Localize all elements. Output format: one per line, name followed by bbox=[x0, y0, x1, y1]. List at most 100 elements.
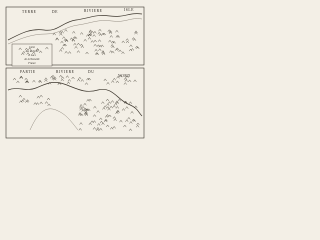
hill bbox=[101, 51, 105, 54]
hill bbox=[88, 122, 92, 125]
hill bbox=[101, 50, 105, 53]
cartouche-line: Carte bbox=[29, 46, 36, 49]
hill bbox=[60, 40, 64, 44]
hill bbox=[24, 77, 28, 81]
hill bbox=[26, 99, 30, 102]
bottom-lake bbox=[29, 108, 79, 131]
hill bbox=[85, 108, 89, 111]
hill bbox=[86, 77, 90, 81]
hill bbox=[63, 43, 67, 47]
hill bbox=[38, 79, 42, 83]
hill bbox=[72, 36, 76, 39]
hill bbox=[116, 35, 120, 38]
hill bbox=[65, 75, 69, 78]
hill bbox=[33, 102, 37, 105]
hill bbox=[134, 105, 138, 108]
hill bbox=[85, 51, 89, 55]
hill bbox=[24, 80, 29, 83]
hill bbox=[64, 38, 69, 42]
labels: TERRE DE RIVIERE ISLE PARTIE RIVIERE DU NORD Car… bbox=[20, 8, 134, 78]
hill bbox=[92, 120, 96, 123]
hill bbox=[119, 119, 123, 123]
hill bbox=[79, 104, 83, 107]
hill bbox=[129, 48, 133, 52]
hill bbox=[124, 101, 128, 104]
hill bbox=[114, 102, 118, 106]
hill bbox=[116, 109, 120, 113]
place-label: NORD bbox=[118, 74, 131, 78]
hill bbox=[112, 77, 116, 81]
hill bbox=[115, 100, 119, 104]
hill bbox=[52, 32, 56, 36]
hill bbox=[102, 52, 106, 55]
hill bbox=[99, 120, 104, 124]
hill bbox=[124, 79, 128, 82]
hill bbox=[81, 109, 85, 112]
hill bbox=[71, 76, 75, 80]
hill bbox=[128, 79, 132, 83]
hill bbox=[80, 79, 84, 82]
hill bbox=[76, 78, 81, 82]
hill bbox=[90, 31, 94, 34]
hill bbox=[39, 50, 43, 54]
hill bbox=[13, 77, 17, 81]
hill bbox=[132, 119, 136, 122]
place-label: RIVIERE bbox=[84, 9, 103, 13]
hill bbox=[67, 79, 71, 82]
hill bbox=[39, 101, 43, 105]
hill bbox=[88, 29, 93, 33]
place-label: PARTIE bbox=[20, 70, 36, 74]
hill bbox=[125, 119, 129, 122]
hill bbox=[112, 41, 116, 44]
hill bbox=[96, 44, 100, 47]
hill bbox=[121, 40, 125, 44]
hill bbox=[132, 38, 137, 41]
hill bbox=[133, 79, 137, 82]
hill bbox=[127, 117, 131, 120]
hill bbox=[104, 118, 108, 122]
hill bbox=[98, 44, 102, 48]
hill bbox=[44, 77, 48, 80]
hill bbox=[110, 44, 114, 47]
hill bbox=[115, 101, 119, 105]
hill bbox=[16, 80, 20, 84]
hill bbox=[58, 82, 62, 85]
hill bbox=[111, 50, 115, 54]
hill bbox=[84, 82, 89, 85]
hill bbox=[76, 42, 80, 46]
hill bbox=[79, 106, 83, 109]
hill bbox=[94, 48, 98, 52]
hill bbox=[78, 112, 82, 115]
top-panel-frame bbox=[5, 6, 145, 66]
hill bbox=[108, 31, 113, 34]
cartouche-box bbox=[11, 43, 53, 67]
hill bbox=[83, 102, 87, 106]
hill bbox=[84, 112, 88, 115]
cartouche-line: France bbox=[27, 62, 36, 65]
hill bbox=[51, 77, 55, 80]
place-label: RIVIERE bbox=[56, 70, 75, 74]
hill bbox=[59, 49, 63, 52]
hill bbox=[60, 78, 64, 82]
hill bbox=[92, 127, 96, 130]
hill bbox=[64, 29, 68, 32]
hill bbox=[97, 39, 102, 42]
hill bbox=[130, 48, 135, 51]
hill bbox=[110, 100, 114, 103]
hill bbox=[112, 126, 116, 129]
hill bbox=[87, 33, 92, 37]
hill bbox=[86, 99, 90, 102]
hill bbox=[62, 36, 66, 39]
paper bbox=[0, 0, 150, 146]
hill bbox=[125, 40, 130, 44]
hill bbox=[62, 43, 66, 47]
hill bbox=[79, 107, 83, 111]
hill bbox=[115, 47, 119, 51]
hill bbox=[128, 101, 133, 104]
hill bbox=[88, 30, 92, 34]
hill bbox=[117, 98, 121, 102]
hill bbox=[103, 105, 107, 108]
hill bbox=[96, 127, 100, 130]
hill bbox=[59, 74, 63, 78]
cartouche-line: de la Nouvelle bbox=[25, 58, 41, 61]
